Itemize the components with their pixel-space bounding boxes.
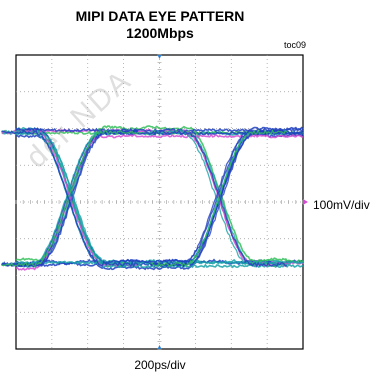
figure-tag: toc09	[284, 40, 307, 50]
level-marker-right	[303, 199, 308, 205]
eye-crossing-trace	[150, 129, 288, 268]
chart-title: MIPI DATA EYE PATTERN	[75, 8, 245, 24]
eye-crossing-trace	[1, 130, 139, 268]
trigger-marker-bottom	[157, 345, 162, 349]
vertical-scale-label: 100mV/div	[313, 198, 370, 212]
horizontal-scale-label: 200ps/div	[134, 358, 186, 372]
eye-crossing-trace	[1, 130, 139, 268]
chart-subtitle: 1200Mbps	[126, 25, 194, 41]
trigger-marker-top	[157, 55, 162, 59]
eye-crossing-trace	[1, 129, 139, 268]
eye-crossing-trace	[150, 128, 288, 268]
